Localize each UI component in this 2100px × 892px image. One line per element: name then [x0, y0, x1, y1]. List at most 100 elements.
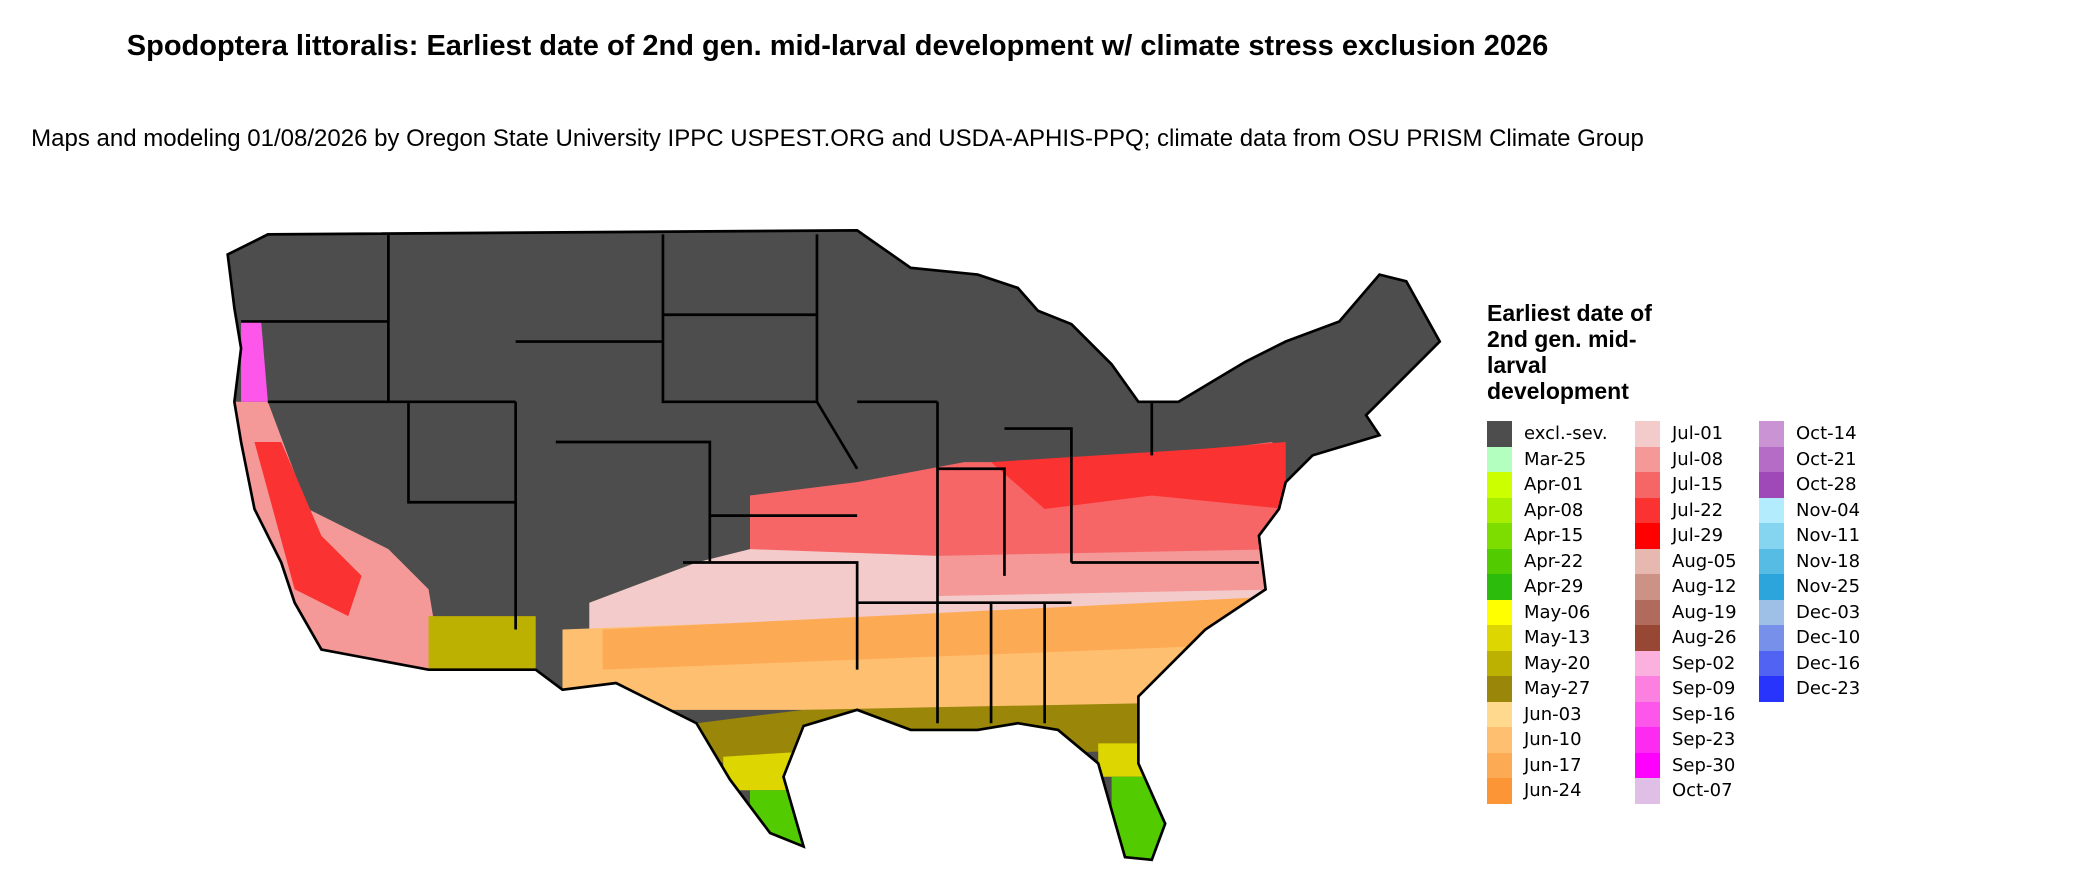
- legend-swatch: [1759, 574, 1784, 600]
- legend-swatch: [1759, 446, 1784, 472]
- legend-label: Nov-04: [1796, 499, 1861, 521]
- legend-title: Earliest date of 2nd gen. mid-larval dev…: [1487, 300, 1652, 404]
- legend-label: Jul-15: [1672, 474, 1724, 496]
- legend-item: Nov-04: [1759, 497, 1861, 523]
- legend-swatch: [1635, 548, 1660, 574]
- legend-item: Sep-23: [1635, 727, 1737, 753]
- legend-label: Apr-29: [1524, 576, 1584, 598]
- legend-label: May-27: [1524, 678, 1591, 700]
- legend-item: Oct-28: [1759, 472, 1860, 498]
- legend-item: May-20: [1487, 650, 1608, 676]
- legend-swatch: [1487, 599, 1512, 625]
- map-subtitle: Maps and modeling 01/08/2026 by Oregon S…: [31, 125, 1644, 152]
- legend-item: excl.-sev.: [1487, 421, 1608, 447]
- legend-swatch: [1759, 523, 1784, 549]
- legend-swatch: [1635, 497, 1660, 523]
- legend-label: May-13: [1524, 627, 1591, 649]
- legend-item: Apr-29: [1487, 574, 1608, 600]
- legend-label: Jun-10: [1524, 729, 1582, 751]
- legend-label: Jul-29: [1672, 525, 1724, 547]
- legend-item: Oct-07: [1635, 778, 1737, 804]
- legend-swatch: [1487, 446, 1512, 472]
- legend-swatch: [1759, 599, 1784, 625]
- map-title: Spodoptera littoralis: Earliest date of …: [126, 30, 1549, 62]
- legend-item: Dec-03: [1759, 599, 1860, 625]
- legend-swatch: [1635, 650, 1660, 676]
- legend-swatch: [1487, 421, 1512, 447]
- legend-label: Oct-21: [1796, 448, 1857, 470]
- legend-item: Apr-08: [1487, 497, 1608, 523]
- legend-swatch: [1487, 548, 1512, 574]
- legend-item: Dec-10: [1759, 625, 1860, 651]
- legend-item: Dec-16: [1759, 650, 1860, 676]
- legend-item: Sep-09: [1635, 676, 1737, 702]
- legend-swatch: [1487, 752, 1512, 778]
- legend-swatch: [1635, 727, 1660, 753]
- legend-item: Jun-03: [1487, 701, 1608, 727]
- legend-label: Jun-17: [1524, 754, 1582, 776]
- legend-label: May-06: [1524, 601, 1591, 623]
- legend-item: Oct-21: [1759, 446, 1860, 472]
- legend-label: Apr-01: [1524, 474, 1584, 496]
- band-jun24: [602, 596, 1286, 670]
- legend-swatch: [1635, 523, 1660, 549]
- legend-label: Dec-10: [1796, 627, 1861, 649]
- legend-label: Apr-08: [1524, 499, 1584, 521]
- legend-label: Aug-12: [1672, 576, 1737, 598]
- band-or-coast: [241, 321, 268, 402]
- legend-item: Jun-24: [1487, 778, 1608, 804]
- legend-label: Sep-09: [1672, 678, 1736, 700]
- legend-swatch: [1759, 421, 1784, 447]
- legend-item: Aug-19: [1635, 599, 1737, 625]
- legend-label: Jul-01: [1672, 423, 1724, 445]
- legend-label: Apr-22: [1524, 550, 1584, 572]
- legend-item: Apr-22: [1487, 548, 1608, 574]
- legend-label: Aug-26: [1672, 627, 1737, 649]
- band-jul22: [991, 441, 1286, 509]
- legend-label: Oct-07: [1672, 780, 1733, 802]
- legend-item: Sep-16: [1635, 701, 1737, 727]
- legend-swatch: [1487, 574, 1512, 600]
- legend-swatch: [1487, 676, 1512, 702]
- legend-item: Sep-30: [1635, 752, 1737, 778]
- legend-item: Jul-29: [1635, 523, 1737, 549]
- legend-label: Nov-25: [1796, 576, 1861, 598]
- legend-swatch: [1759, 472, 1784, 498]
- band-ca-red: [254, 441, 362, 617]
- legend-label: Jun-03: [1524, 703, 1582, 725]
- legend-item: Apr-15: [1487, 523, 1608, 549]
- legend-label: Nov-11: [1796, 525, 1861, 547]
- legend-label: Jun-24: [1524, 780, 1582, 802]
- legend-label: Aug-19: [1672, 601, 1737, 623]
- legend-swatch: [1635, 472, 1660, 498]
- legend-item: May-13: [1487, 625, 1608, 651]
- legend-item: Sep-02: [1635, 650, 1737, 676]
- legend-swatch: [1635, 676, 1660, 702]
- legend-swatch: [1487, 727, 1512, 753]
- legend-label: Apr-15: [1524, 525, 1584, 547]
- legend-item: Aug-05: [1635, 548, 1737, 574]
- legend-item: May-06: [1487, 599, 1608, 625]
- legend-swatch: [1487, 625, 1512, 651]
- band-jul08: [937, 549, 1286, 596]
- legend-swatch: [1635, 446, 1660, 472]
- legend-swatch: [1635, 752, 1660, 778]
- legend-item: Jun-10: [1487, 727, 1608, 753]
- legend-label: Aug-05: [1672, 550, 1737, 572]
- legend-label: Oct-28: [1796, 474, 1857, 496]
- legend-label: Dec-23: [1796, 678, 1861, 700]
- legend-swatch: [1487, 778, 1512, 804]
- legend-swatch: [1487, 701, 1512, 727]
- legend-label: Sep-23: [1672, 729, 1736, 751]
- legend-column: excl.-sev. Mar-25 Apr-01 Apr-08 Apr-15 Apr-22…: [1487, 421, 1608, 804]
- legend-label: Oct-14: [1796, 423, 1857, 445]
- legend-item: Nov-25: [1759, 574, 1860, 600]
- legend-swatch: [1759, 625, 1784, 651]
- legend-column: Oct-14 Oct-21 Oct-28 Nov-04 Nov-11 Nov-18 Nov-…: [1759, 421, 1860, 702]
- legend-swatch: [1635, 701, 1660, 727]
- legend-swatch: [1759, 548, 1784, 574]
- legend-swatch: [1635, 599, 1660, 625]
- legend-label: Jul-22: [1672, 499, 1724, 521]
- legend-swatch: [1635, 625, 1660, 651]
